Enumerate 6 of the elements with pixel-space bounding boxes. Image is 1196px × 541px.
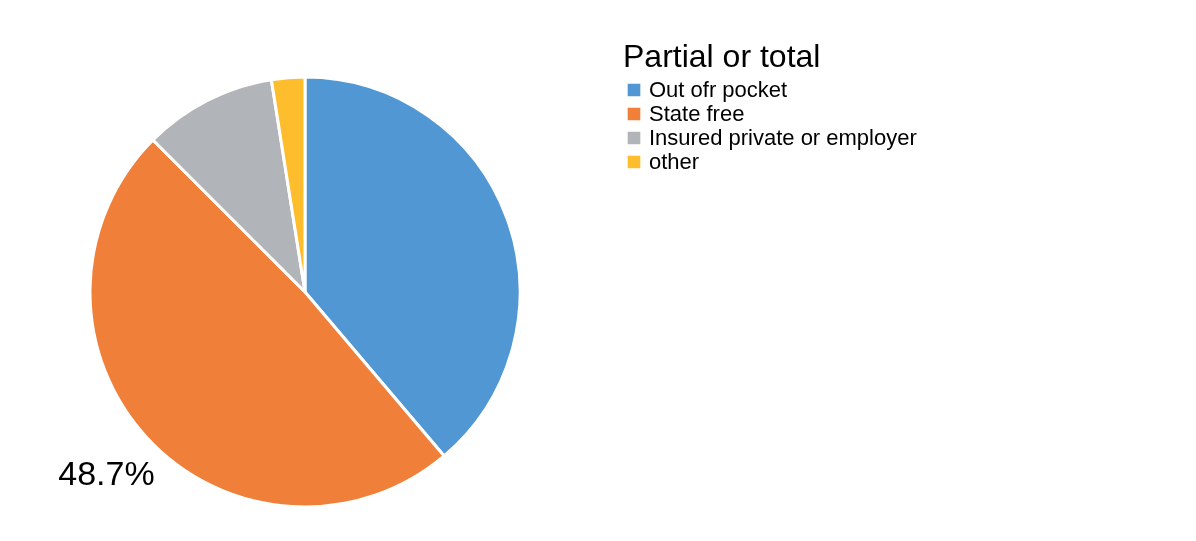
legend-label: State free	[649, 101, 745, 126]
legend-label: Insured private or employer	[649, 125, 917, 150]
legend-title: Partial or total	[623, 38, 821, 74]
legend-label: Out ofr pocket	[649, 77, 788, 102]
legend-label: other	[649, 149, 700, 174]
data-label: 48.7%	[58, 453, 155, 492]
